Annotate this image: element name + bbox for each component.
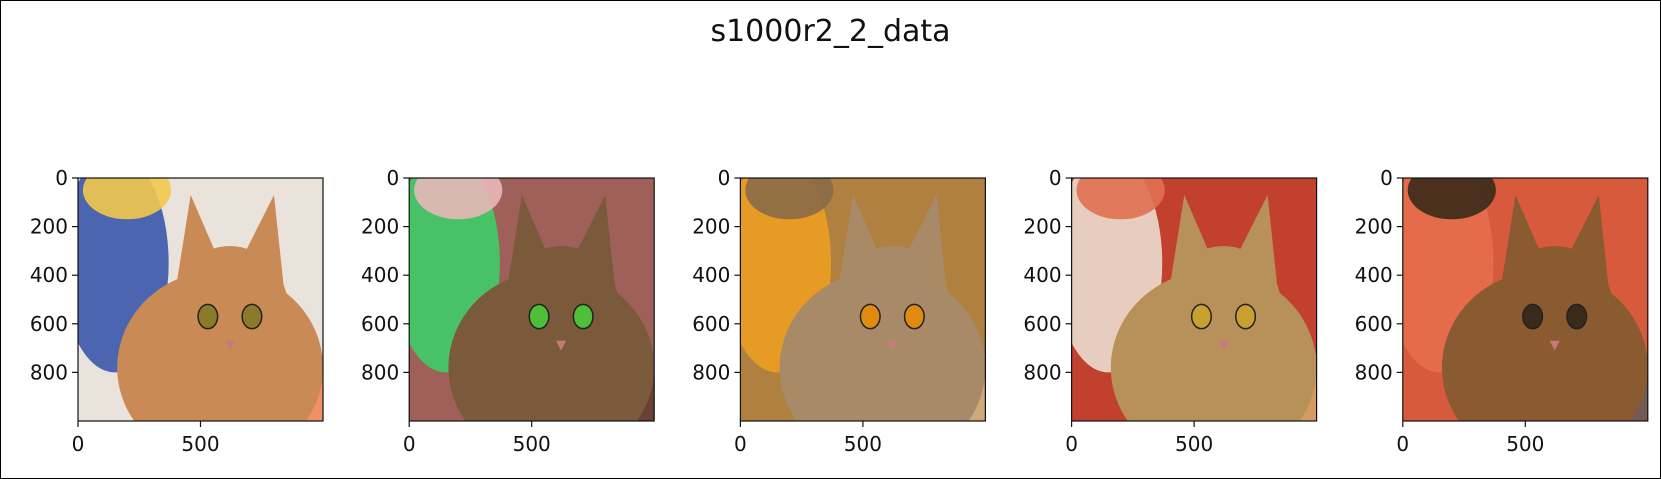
y-tick-label: 800 — [692, 360, 730, 384]
cat-nose — [556, 340, 567, 351]
x-tick-label: 0 — [1396, 432, 1409, 456]
y-tick-label: 600 — [30, 312, 68, 336]
image-accent — [1076, 178, 1165, 220]
image-accent — [414, 178, 503, 220]
cat-nose — [224, 340, 235, 351]
y-tick-label: 600 — [692, 312, 730, 336]
x-tick-label: 500 — [844, 432, 882, 456]
y-tick-label: 200 — [1023, 215, 1061, 239]
cat-eye — [528, 303, 550, 330]
y-tick-label: 600 — [1023, 312, 1061, 336]
y-tick-label: 0 — [386, 166, 399, 190]
cat-nose — [1218, 340, 1229, 351]
x-tick-label: 500 — [513, 432, 551, 456]
cat-ear — [507, 195, 552, 288]
cat-eye — [572, 303, 594, 330]
y-tick-label: 400 — [1355, 263, 1393, 287]
cat-eye — [859, 303, 881, 330]
image-panel: 0 200 400 600 800 0 500 — [692, 166, 987, 456]
image-panel: 0 200 400 600 800 0 500 — [1023, 166, 1318, 456]
y-tick-label: 400 — [692, 263, 730, 287]
cat-nose — [1549, 340, 1560, 351]
image-accent — [1407, 178, 1496, 220]
x-tick-label: 0 — [72, 432, 85, 456]
y-tick-label: 400 — [1023, 263, 1061, 287]
y-tick-label: 200 — [1355, 215, 1393, 239]
cat-ear — [1564, 195, 1609, 288]
y-tick-label: 0 — [718, 166, 731, 190]
y-tick-label: 800 — [1023, 360, 1061, 384]
cat-ear — [1233, 195, 1278, 288]
x-tick-label: 500 — [1506, 432, 1544, 456]
cat-eye — [1190, 303, 1212, 330]
cat-head — [1495, 246, 1614, 378]
image-panel: 0 200 400 600 800 0 500 — [1355, 166, 1649, 456]
cat-head — [171, 246, 289, 378]
x-tick-label: 500 — [181, 432, 219, 456]
image-content — [78, 178, 323, 421]
y-tick-label: 800 — [1355, 360, 1393, 384]
x-tick-label: 0 — [403, 432, 416, 456]
cat-eye — [197, 303, 219, 330]
y-tick-label: 200 — [692, 215, 730, 239]
cat-ear — [1169, 195, 1214, 288]
x-tick-label: 0 — [1065, 432, 1078, 456]
image-accent — [82, 178, 172, 220]
image-content — [1071, 178, 1317, 421]
image-content — [740, 178, 986, 421]
x-tick-label: 500 — [1175, 432, 1213, 456]
y-tick-label: 0 — [1380, 166, 1393, 190]
y-tick-label: 800 — [30, 360, 68, 384]
cat-eye — [1522, 303, 1544, 330]
cat-head — [833, 246, 952, 378]
image-content — [409, 178, 655, 421]
image-panel: 0 200 400 600 800 0 500 — [361, 166, 655, 456]
cat-eye — [1235, 303, 1257, 330]
y-tick-label: 400 — [361, 263, 399, 287]
cat-nose — [887, 340, 898, 351]
cat-head — [1164, 246, 1283, 378]
cat-eye — [241, 303, 263, 330]
y-tick-label: 600 — [361, 312, 399, 336]
image-content — [1402, 178, 1648, 421]
y-tick-label: 600 — [1355, 312, 1393, 336]
x-tick-label: 0 — [734, 432, 747, 456]
cat-ear — [838, 195, 883, 288]
cat-eye — [1566, 303, 1588, 330]
image-panel: 0 200 400 600 800 0 500 — [30, 166, 324, 456]
figure-title: s1000r2_2_data — [710, 14, 951, 49]
cat-ear — [902, 195, 947, 288]
cat-ear — [570, 195, 615, 288]
cat-head — [502, 246, 620, 378]
y-tick-label: 0 — [55, 166, 68, 190]
y-tick-label: 800 — [361, 360, 399, 384]
y-tick-label: 200 — [361, 215, 399, 239]
cat-ear — [176, 195, 221, 288]
cat-ear — [239, 195, 284, 288]
y-tick-label: 200 — [30, 215, 68, 239]
y-tick-label: 0 — [1049, 166, 1062, 190]
cat-eye — [903, 303, 925, 330]
cat-ear — [1500, 195, 1545, 288]
y-tick-label: 400 — [30, 263, 68, 287]
image-accent — [745, 178, 834, 220]
